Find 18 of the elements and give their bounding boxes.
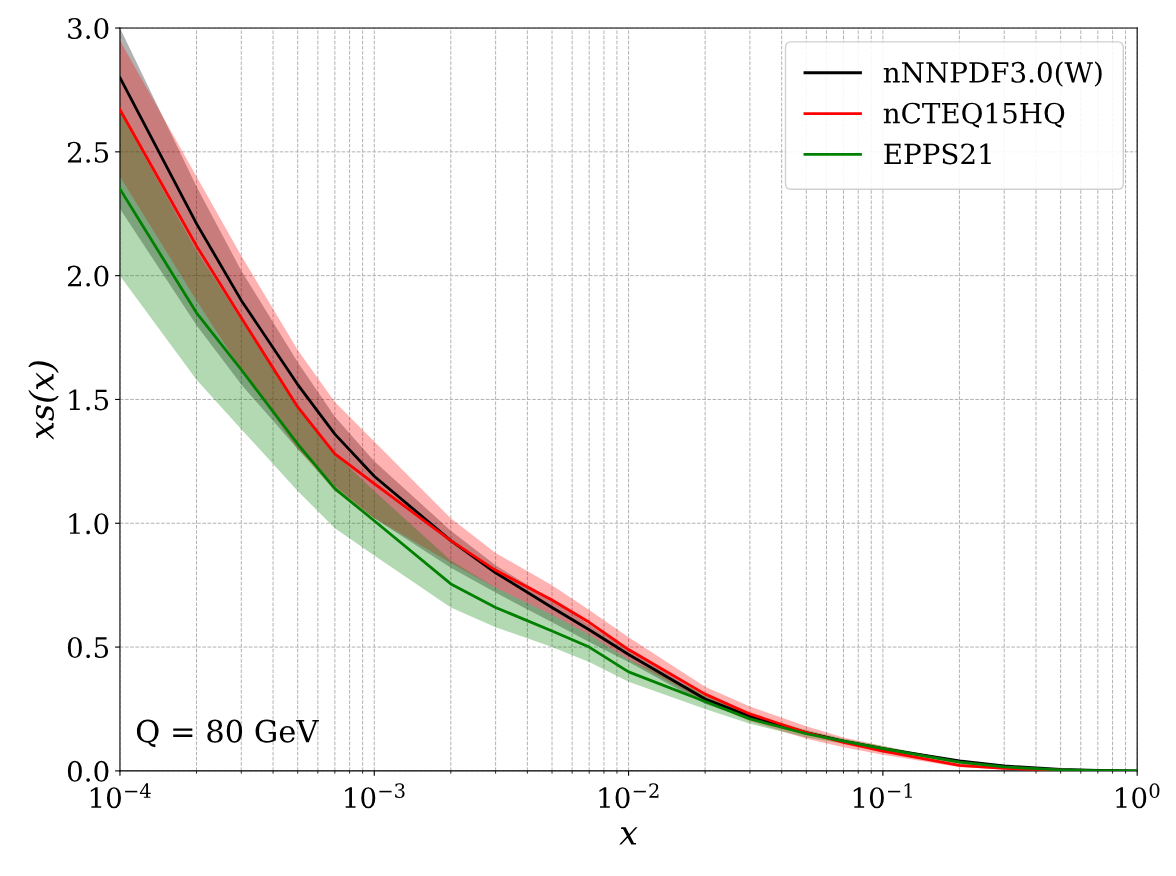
x-axis-title: x [619, 827, 638, 845]
y-tick-label: 3.0 [68, 17, 109, 39]
x-tick-label: 10$^{−3}$ [345, 783, 405, 809]
x-tick-label: 10$^{0}$ [1116, 783, 1160, 809]
legend-label: nNNPDF3.0(W) [883, 61, 1102, 87]
y-tick-label: 1.0 [69, 513, 109, 535]
legend-label: EPPS21 [884, 143, 991, 165]
y-tick-label: 0.5 [67, 637, 109, 659]
x-tick-label: 10$^{−2}$ [599, 783, 659, 809]
x-tick-label: 10$^{−1}$ [853, 783, 912, 809]
y-tick-label: 2.0 [67, 265, 109, 287]
annotation: Q = 80 GeV [136, 719, 319, 748]
legend-label: nCTEQ15HQ [883, 102, 1065, 128]
y-tick-label: 1.5 [69, 389, 109, 411]
y-axis-title: xs(x) [28, 361, 59, 440]
x-tick-label: 10$^{−4}$ [90, 783, 151, 809]
y-tick-label: 0.0 [67, 760, 109, 782]
y-tick-label: 2.5 [67, 141, 109, 163]
